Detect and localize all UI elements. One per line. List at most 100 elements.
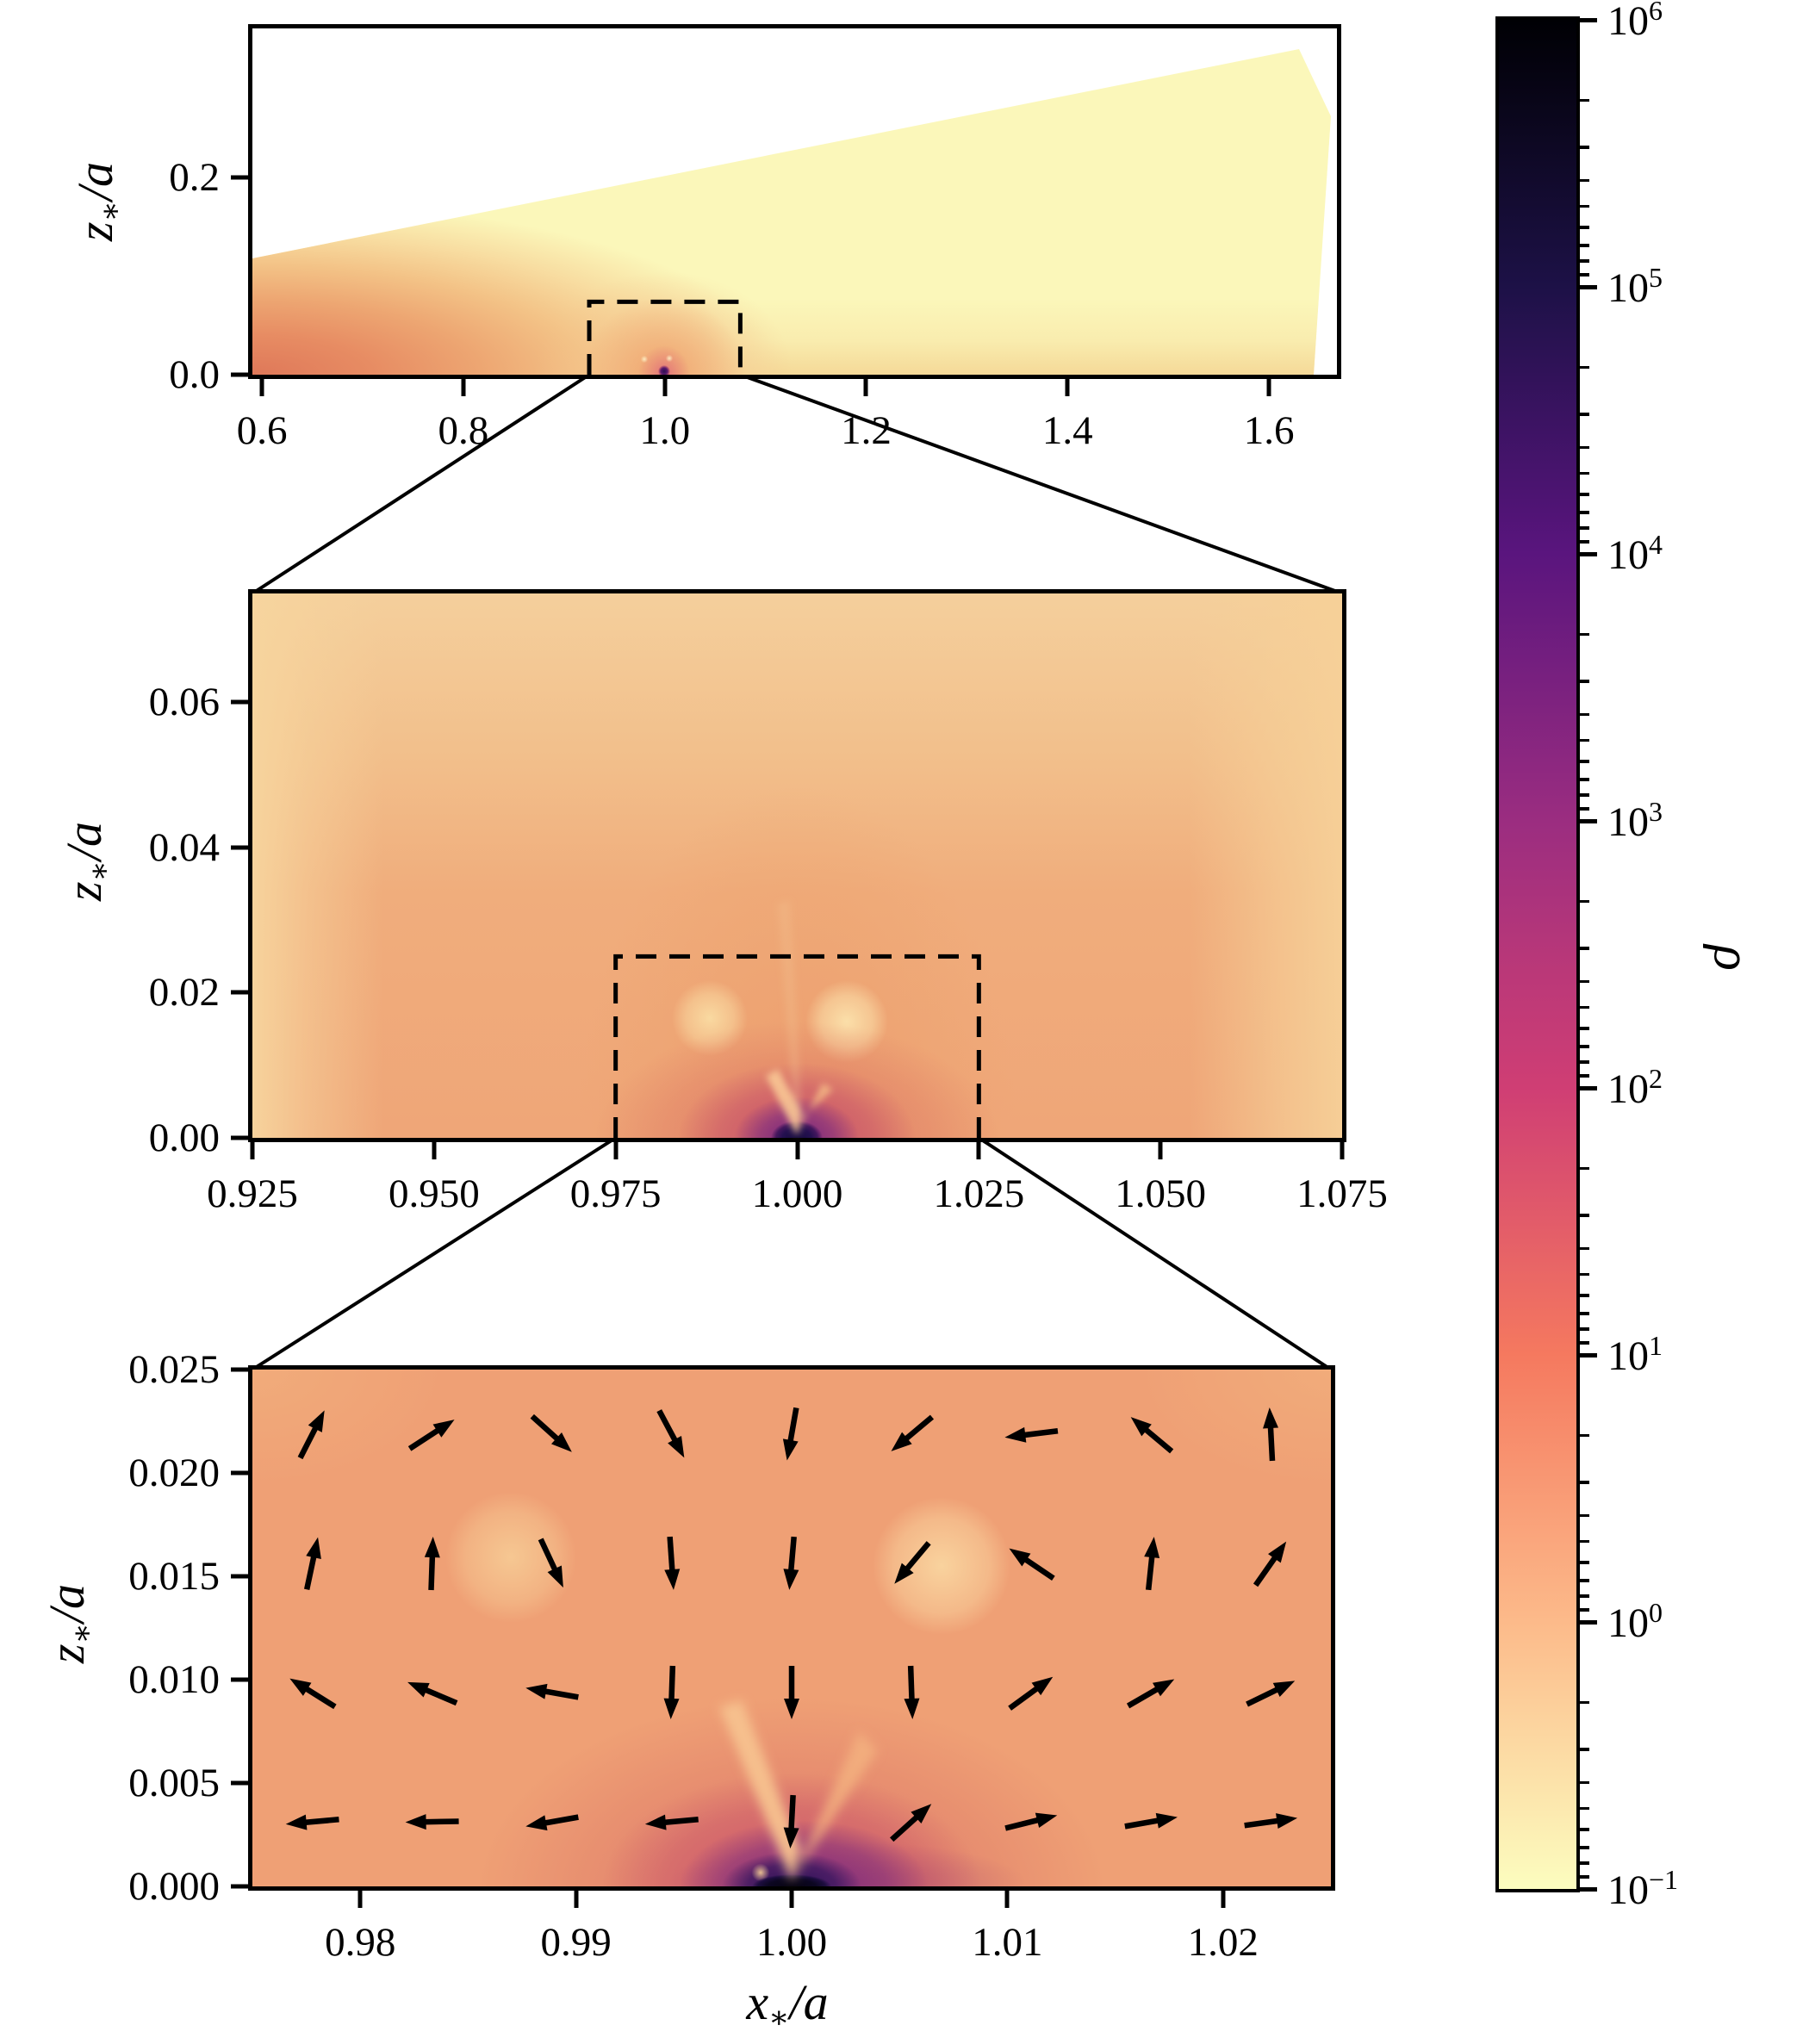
colorbar-minor-tick [1580, 1272, 1589, 1277]
velocity-arrow-head [550, 1432, 572, 1452]
colorbar-minor-tick [1580, 1861, 1589, 1865]
colorbar-minor-tick [1580, 1828, 1589, 1831]
velocity-arrow-head [432, 1420, 455, 1438]
velocity-arrow-head [1272, 1681, 1296, 1698]
velocity-arrow-shaft [1022, 1556, 1055, 1581]
velocity-arrow-head [894, 1563, 914, 1584]
x-tick-label: 1.025 [933, 1171, 1025, 1216]
quiver-overlay [285, 1407, 1298, 1881]
colorbar-minor-tick [1580, 1481, 1589, 1484]
zoom-connector [251, 1136, 617, 1371]
y-tick-label: 0.020 [128, 1451, 220, 1495]
colorbar-minor-tick [1580, 1005, 1589, 1010]
velocity-arrow-shaft [656, 1409, 679, 1444]
colorbar-minor-tick [1580, 244, 1589, 247]
velocity-arrow-head [1152, 1679, 1175, 1697]
x-tick-label: 0.6 [236, 408, 288, 453]
colorbar-minor-tick [1580, 526, 1589, 530]
colorbar-minor-tick [1580, 178, 1589, 183]
colorbar-minor-tick [1580, 1561, 1589, 1564]
colorbar-minor-tick [1580, 1579, 1589, 1582]
y-tick-label: 0.02 [148, 970, 220, 1016]
y-tick [231, 1574, 248, 1579]
colorbar-major-tick [1580, 818, 1597, 823]
x-tick [795, 1142, 799, 1159]
velocity-arrow-shaft [422, 1818, 459, 1825]
zoom-box-overview [587, 299, 743, 375]
shock-v-zoom1 [766, 900, 833, 1135]
colorbar-minor-tick [1580, 1594, 1589, 1598]
x-tick-label: 0.8 [438, 408, 489, 453]
colorbar-minor-tick [1580, 1700, 1589, 1705]
velocity-arrow-shaft [303, 1553, 318, 1590]
colorbar-major-tick [1580, 17, 1597, 22]
zoom-box-zoom1 [613, 900, 981, 1138]
velocity-arrow-shaft [542, 1687, 579, 1700]
velocity-arrow-shaft [1253, 1554, 1279, 1587]
y-tick [231, 845, 248, 850]
velocity-arrow-head [1263, 1407, 1279, 1429]
colorbar-major-tick [1580, 551, 1597, 556]
colorbar-minor-tick [1580, 1748, 1589, 1751]
y-tick [231, 699, 248, 705]
colorbar-minor-tick [1580, 511, 1589, 514]
velocity-arrow-head [784, 1699, 799, 1719]
velocity-arrow-shaft [1246, 1686, 1281, 1707]
x-tick [613, 1142, 619, 1159]
y-tick-label: 0.005 [128, 1761, 220, 1805]
velocity-arrow-shaft [1145, 1553, 1155, 1591]
x-tick [662, 379, 668, 396]
y-tick [231, 1884, 248, 1889]
y-tick-label: 0.06 [148, 680, 220, 725]
velocity-arrow-shaft [902, 1414, 935, 1443]
colorbar-minor-tick [1580, 204, 1589, 208]
colorbar-minor-tick [1580, 146, 1589, 149]
x-tick [432, 1142, 437, 1159]
velocity-arrow-head [1268, 1541, 1287, 1563]
x-tick-label: 0.99 [540, 1920, 612, 1965]
x-tick [461, 379, 466, 396]
colorbar-gradient [1499, 20, 1576, 1889]
colorbar-tick-label: 102 [1607, 1063, 1663, 1112]
colorbar-minor-tick [1580, 1806, 1589, 1811]
y-tick [231, 1470, 248, 1476]
y-tick-label: 0.0 [169, 352, 220, 397]
velocity-arrow-shaft [788, 1794, 796, 1832]
y-tick [231, 1780, 248, 1786]
colorbar-major-tick [1580, 284, 1597, 289]
velocity-arrow-head [1144, 1537, 1160, 1558]
y-tick [231, 1135, 248, 1140]
velocity-arrow-head [1155, 1812, 1178, 1829]
colorbar-minor-tick [1580, 1246, 1589, 1251]
velocity-arrow-head [891, 1432, 912, 1451]
x-tick-label: 0.98 [325, 1920, 396, 1965]
y-tick [231, 372, 248, 377]
velocity-arrow-shaft [668, 1665, 676, 1703]
velocity-arrow-head [668, 1435, 685, 1458]
colorbar-minor-tick [1580, 1608, 1589, 1612]
colorbar-minor-tick [1580, 979, 1589, 984]
colorbar-minor-tick [1580, 1060, 1589, 1064]
colorbar-minor-tick [1580, 1341, 1589, 1345]
colorbar-minor-tick [1580, 1327, 1589, 1331]
zoom-box [587, 299, 743, 375]
x-tick [1158, 1142, 1163, 1159]
colorbar-minor-tick [1580, 680, 1589, 683]
colorbar-minor-tick [1580, 273, 1589, 276]
velocity-arrow-shaft [302, 1685, 337, 1710]
colorbar-minor-tick [1580, 738, 1589, 742]
x-tick-label: 0.950 [388, 1171, 480, 1216]
x-tick [1065, 379, 1070, 396]
panel-zoom1: 0.925 0.950 0.975 1.000 1.025 1.050 1.075 0.00 0… [149, 589, 1388, 1216]
velocity-arrow-head [783, 1827, 799, 1848]
x-tick-label: 1.075 [1296, 1171, 1388, 1216]
velocity-arrow-shaft [1021, 1427, 1059, 1438]
velocity-arrow-head [644, 1814, 667, 1830]
colorbar-minor-tick [1580, 1875, 1589, 1879]
velocity-arrow-shaft [787, 1536, 797, 1574]
x-tick-label: 1.000 [751, 1171, 843, 1216]
x-tick-label: 1.050 [1115, 1171, 1207, 1216]
colorbar-major-tick [1580, 1886, 1597, 1892]
velocity-arrow-shaft [1141, 1426, 1174, 1454]
